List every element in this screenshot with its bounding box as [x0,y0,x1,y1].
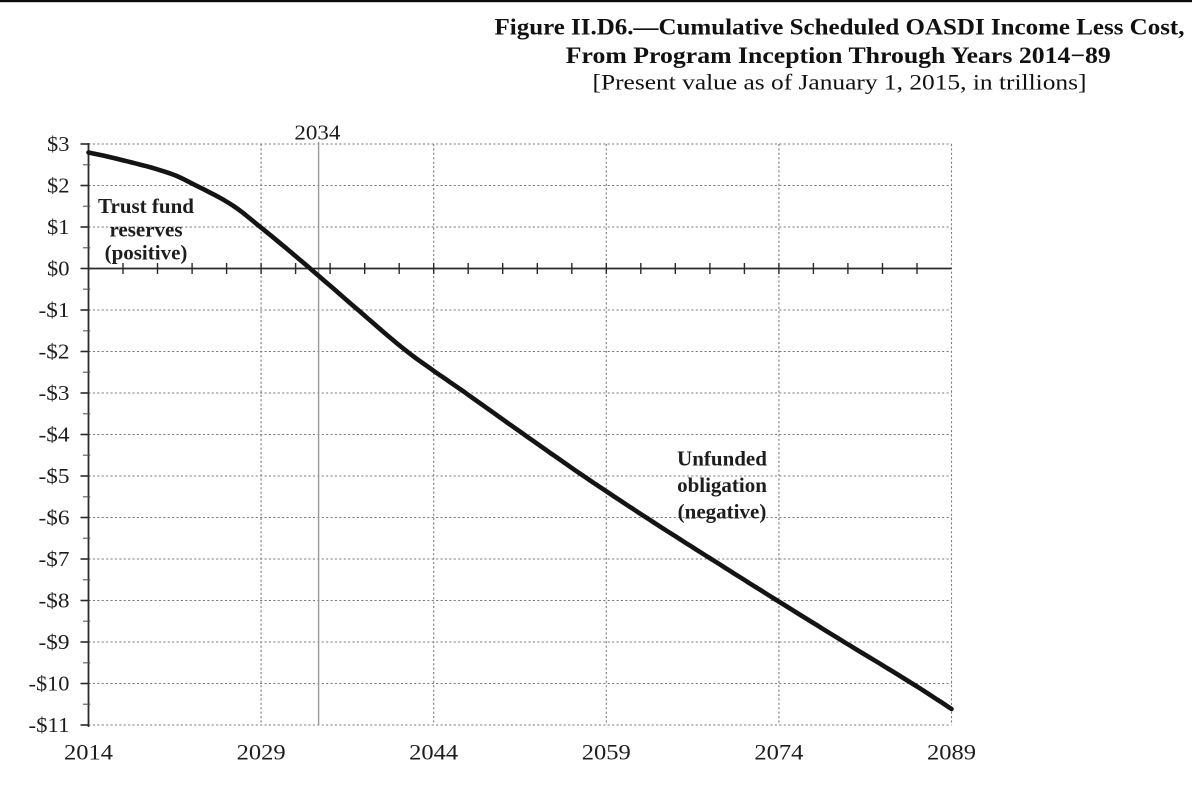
svg-text:-$7: -$7 [39,547,70,571]
svg-text:Figure II.D6.—Cumulative Sched: Figure II.D6.—Cumulative Scheduled OASDI… [495,15,1185,40]
svg-text:-$10: -$10 [29,672,70,696]
svg-text:-$5: -$5 [39,464,70,488]
svg-text:2059: 2059 [582,740,631,765]
svg-text:-$1: -$1 [39,298,70,322]
svg-text:reserves: reserves [109,217,182,241]
svg-text:-$6: -$6 [39,506,70,530]
svg-text:-$2: -$2 [39,340,70,364]
svg-text:-$8: -$8 [39,589,70,613]
svg-text:(negative): (negative) [678,500,767,524]
svg-text:From Program Inception Through: From Program Inception Through Years 201… [566,43,1111,68]
svg-text:-$4: -$4 [39,423,71,447]
svg-text:2074: 2074 [754,740,803,765]
svg-text:$3: $3 [47,132,70,156]
svg-text:-$9: -$9 [39,630,70,654]
svg-text:-$11: -$11 [29,713,70,737]
svg-text:2029: 2029 [237,740,286,765]
svg-text:(positive): (positive) [105,241,188,265]
svg-text:2089: 2089 [927,740,976,765]
svg-text:2014: 2014 [64,740,113,765]
svg-text:2044: 2044 [409,740,458,765]
svg-text:2034: 2034 [294,121,341,145]
svg-text:-$3: -$3 [39,381,70,405]
svg-text:Unfunded: Unfunded [677,447,767,471]
svg-text:$0: $0 [47,257,70,281]
svg-text:[Present value as of January 1: [Present value as of January 1, 2015, in… [593,70,1087,95]
svg-text:Trust fund: Trust fund [98,194,194,218]
svg-text:$1: $1 [47,215,70,239]
svg-text:obligation: obligation [677,473,767,497]
svg-text:$2: $2 [47,174,70,198]
